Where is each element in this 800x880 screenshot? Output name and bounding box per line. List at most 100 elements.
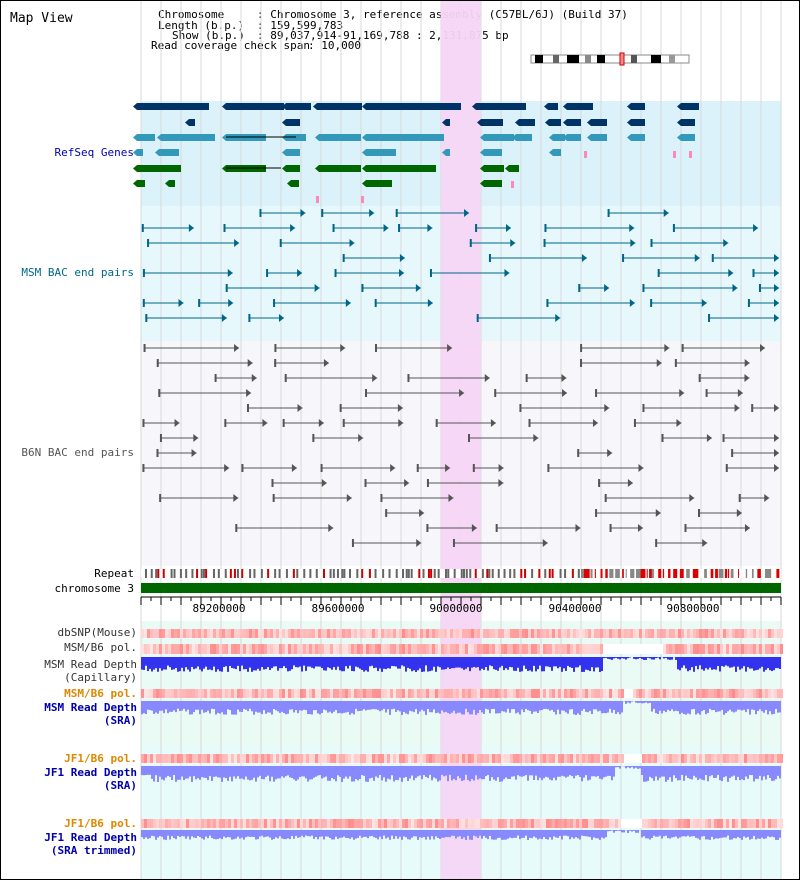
track-label-jf1-b6-pol-2[interactable]: JF1/B6 pol. [64,817,137,830]
msm-depth-sra-bar [361,701,363,711]
msm-b6-pol-cell [651,644,654,654]
b6n-bac-end [312,434,315,442]
jf1-depth-trimmed-bar [469,830,471,840]
dbsnp-cell [504,629,507,638]
jf1-depth-bar [613,766,615,777]
msm-b6-pol2-cell [297,689,300,698]
jf1-b6-pol2-cell [285,819,288,828]
dbsnp-cell [255,629,258,638]
jf1-depth-trimmed-bar [167,830,169,836]
jf1-depth-trimmed-bar [183,830,185,837]
jf1-b6-pol-cell [234,754,237,763]
msm-depth-capillary-bar [523,657,525,666]
msm-b6-pol-cell [498,644,501,654]
jf1-depth-bar [677,766,679,781]
jf1-b6-pol2-cell [237,819,240,828]
msm-depth-capillary-bar [385,657,387,670]
msm-depth-sra-bar [349,701,351,715]
track-label-jf1-depth[interactable]: JF1 Read Depth [44,766,137,779]
jf1-depth-bar [379,766,381,775]
msm-depth-sra-bar [445,701,447,712]
track-label-msm-b6-pol-2[interactable]: MSM/B6 pol. [64,687,137,700]
track-label-jf1-b6-pol-1[interactable]: JF1/B6 pol. [64,752,137,765]
jf1-depth-bar [373,766,375,781]
jf1-depth-bar [205,766,207,778]
jf1-depth-trimmed-bar [299,830,301,838]
msm-depth-capillary-bar [693,657,695,672]
refseq-gene-4-arrow [222,165,226,172]
msm-b6-pol-cell [681,644,684,654]
msm-depth-sra-bar [549,701,551,711]
msm-depth-sra-bar [751,701,753,710]
track-label-msm-depth-sra[interactable]: MSM Read Depth [44,701,137,714]
msm-depth-capillary-bar [203,657,205,669]
msm-depth-capillary-bar [641,657,643,660]
b6n-bac-end-arrow [638,464,644,472]
jf1-b6-pol2-cell [435,819,438,828]
show-label: Show (b.p.) [172,29,245,42]
jf1-depth-bar [295,766,297,781]
jf1-depth-trimmed-bar [519,830,521,840]
jf1-b6-pol2-cell [654,819,657,828]
jf1-b6-pol-cell [270,754,273,763]
track-label-jf1-depth-trimmed[interactable]: JF1 Read Depth [44,831,137,844]
msm-b6-pol2-cell [231,689,234,698]
msm-depth-capillary-bar [611,657,613,660]
jf1-depth-trimmed-bar [301,830,303,836]
jf1-depth-bar [563,766,565,777]
jf1-b6-pol-cell [381,754,384,763]
jf1-b6-pol-cell [216,754,219,763]
jf1-b6-pol-cell [288,754,291,763]
jf1-depth-trimmed-bar [683,830,685,837]
msm-b6-pol-cell [633,644,636,654]
track-label-msm-depth-capillary[interactable]: MSM Read Depth [44,658,137,671]
track-label-refseq-genes[interactable]: RefSeq Genes [54,146,134,159]
refseq-gene-4-arrow [480,165,484,172]
b6n-bac-end-arrow [561,374,567,382]
track-label-b6n-bac[interactable]: B6N BAC end pairs [21,446,134,459]
msm-depth-sra-bar [143,701,145,714]
dbsnp-cell [378,629,381,638]
msm-depth-capillary-bar [451,657,453,669]
track-label-dbsnp[interactable]: dbSNP(Mouse) [57,626,137,639]
msm-b6-pol2-cell [324,689,327,698]
jf1-b6-pol-cell [405,754,408,763]
msm-depth-capillary-bar [563,657,565,669]
jf1-b6-pol2-cell [672,819,675,828]
b6n-bac-end [751,404,754,412]
msm-b6-pol2-cell [660,689,663,698]
jf1-depth-bar [247,766,249,780]
msm-depth-sra-bar [593,701,595,710]
msm-depth-sra-bar [617,701,619,713]
refseq-gene-2 [366,134,404,141]
msm-bac-end-arrow [345,299,351,307]
msm-depth-sra-bar [661,701,663,714]
jf1-depth-bar [491,766,493,778]
jf1-b6-pol-cell [240,754,243,763]
dbsnp-cell [252,629,255,638]
msm-depth-sra-bar [177,701,179,709]
msm-depth-sra-bar [231,701,233,715]
track-label-msm-b6-pol-1[interactable]: MSM/B6 pol. [64,641,137,654]
msm-b6-pol-cell [744,644,747,654]
track-label-chromosome[interactable]: chromosome 3 [54,582,134,595]
track-label-repeat[interactable]: Repeat [94,567,134,580]
track-label-msm-bac[interactable]: MSM BAC end pairs [21,266,134,279]
jf1-depth-trimmed-bar [383,830,385,836]
refseq-gene-2 [161,134,215,141]
jf1-depth-bar [487,766,489,775]
jf1-depth-bar [423,766,425,776]
jf1-b6-pol-cell [399,754,402,763]
dbsnp-cell [687,629,690,638]
jf1-depth-bar [461,766,463,781]
refseq-gene-0-arrow [563,103,567,110]
jf1-depth-bar [203,766,205,778]
msm-depth-capillary-bar [439,657,441,668]
jf1-b6-pol-cell [435,754,438,763]
msm-b6-pol-cell [198,644,201,654]
msm-depth-capillary-bar [213,657,215,667]
msm-depth-sra-bar [755,701,757,715]
msm-depth-capillary-bar [343,657,345,672]
msm-depth-sra-bar [741,701,743,711]
